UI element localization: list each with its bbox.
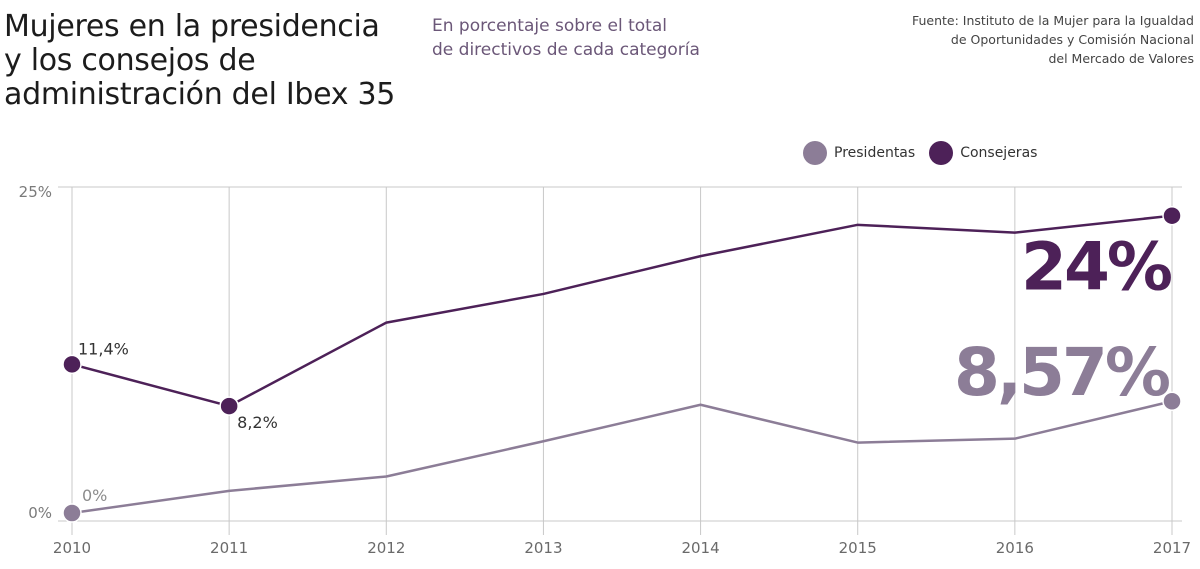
data-point (1162, 391, 1182, 411)
x-tick-label: 2012 (367, 539, 405, 557)
subtitle-line: En porcentaje sobre el total (432, 16, 667, 36)
title-line: Mujeres en la presidencia (4, 9, 380, 44)
source-note: Fuente: Instituto de la Mujer para la Ig… (912, 11, 1194, 68)
series-line-consejeras (71, 214, 1173, 408)
y-tick-label: 25% (19, 183, 52, 201)
title-line: administración del Ibex 35 (4, 77, 396, 112)
data-label: 0% (82, 486, 107, 505)
title-line: y los consejos de (4, 43, 256, 78)
legend-swatch-presidentas (803, 141, 827, 165)
legend-label-presidentas: Presidentas (834, 145, 916, 161)
legend-item-presidentas: Presidentas (803, 141, 915, 165)
series-line-presidentas (71, 400, 1173, 515)
chart-legend: Presidentas Consejeras (803, 141, 1051, 165)
legend-item-consejeras: Consejeras (929, 141, 1037, 165)
data-point (219, 396, 239, 416)
data-point (1162, 205, 1182, 226)
data-point (62, 354, 82, 375)
x-tick-label: 2014 (681, 539, 719, 557)
legend-swatch-consejeras (929, 141, 954, 165)
source-line: del Mercado de Valores (1048, 51, 1194, 66)
legend-label-consejeras: Consejeras (960, 145, 1038, 161)
subtitle-line: de directivos de cada categoría (432, 40, 700, 60)
data-label: 8,2% (237, 413, 278, 432)
source-line: de Oportunidades y Comisión Nacional (950, 32, 1194, 47)
x-tick-label: 2011 (210, 539, 248, 557)
source-line: Fuente: Instituto de la Mujer para la Ig… (911, 13, 1194, 28)
big-value-label-presidentas: 8,57% (954, 334, 1170, 411)
x-tick-label: 2015 (839, 539, 877, 557)
data-label: 11,4% (78, 339, 129, 358)
x-tick-label: 2016 (996, 539, 1034, 557)
y-tick-label: 0% (28, 504, 52, 522)
x-tick-label: 2013 (524, 539, 562, 557)
chart-title: Mujeres en la presidencia y los consejos… (4, 10, 395, 112)
x-tick-label: 2017 (1153, 539, 1191, 557)
x-tick-label: 2010 (53, 539, 91, 557)
data-point (62, 503, 82, 523)
chart-subtitle: En porcentaje sobre el total de directiv… (432, 14, 700, 62)
big-value-label-consejeras: 24% (1021, 229, 1172, 306)
